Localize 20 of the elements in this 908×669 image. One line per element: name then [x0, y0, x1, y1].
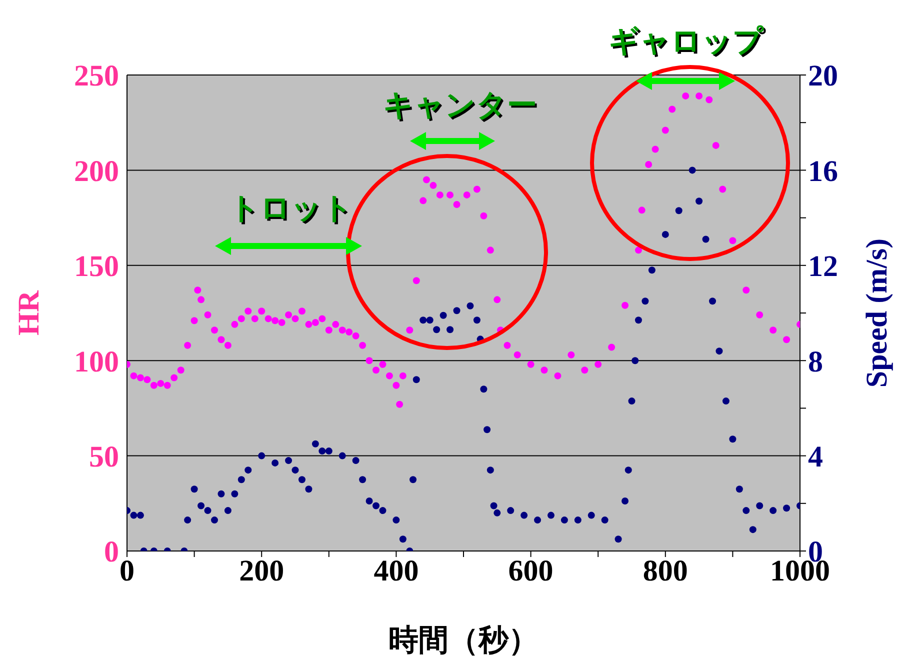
y-tick-label: 100	[74, 345, 119, 378]
annotation: トロット	[231, 193, 355, 228]
x-tick-label: 200	[239, 554, 284, 588]
y2-tick-label: 12	[808, 250, 838, 284]
x-axis-title: 時間（秒）	[388, 624, 538, 657]
x-tick-label: 800	[642, 554, 688, 588]
x-tick-label: 600	[508, 554, 554, 588]
text: ギャロップ	[610, 26, 766, 61]
y-tick-label: 150	[74, 250, 119, 284]
y-tick-label: 200	[74, 154, 119, 188]
y-axis-title: HR	[12, 290, 46, 336]
y2-axis-title: Speed (m/s)	[860, 238, 894, 388]
x-tick-label: 400	[374, 554, 419, 588]
annotation: キャンター	[385, 90, 539, 125]
y2-tick-label: 20	[808, 60, 838, 93]
y2-tick-label: 4	[808, 440, 823, 474]
y-tick-label: 250	[74, 60, 119, 93]
y2-tick-label: 16	[808, 154, 838, 188]
y-tick-label: 50	[89, 440, 119, 474]
y2-tick-label: 8	[808, 345, 823, 378]
